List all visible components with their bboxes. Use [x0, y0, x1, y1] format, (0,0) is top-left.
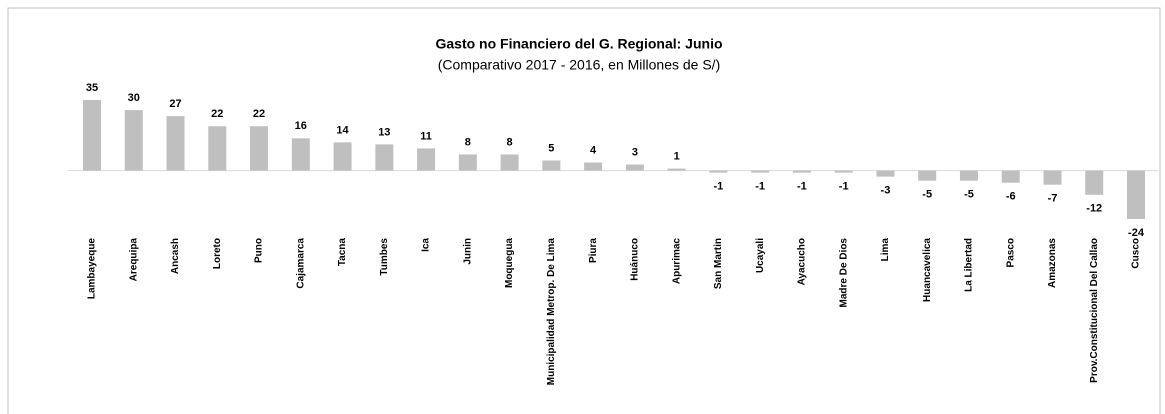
bar [208, 126, 227, 171]
value-label: 13 [378, 126, 390, 138]
x-tick-label: Pasco [1005, 238, 1016, 267]
value-label: -6 [1006, 191, 1016, 203]
x-tick-label: Lambayeque [87, 238, 98, 300]
value-label: -1 [755, 181, 765, 193]
bar [291, 138, 310, 171]
value-label: 3 [632, 146, 638, 158]
bar [918, 170, 937, 181]
value-label: 30 [128, 92, 140, 104]
value-label: 4 [590, 144, 597, 156]
chart-subtitle: (Comparativo 2017 - 2016, en Millones de… [438, 57, 720, 73]
x-tick-label: Ayacucho [797, 238, 808, 285]
value-label: -5 [964, 189, 974, 201]
value-label: 8 [465, 136, 471, 148]
x-tick-label: Arequipa [128, 238, 139, 282]
x-tick-label: Lima [880, 238, 891, 262]
bar [1001, 170, 1020, 183]
x-tick-label: Ucayali [755, 238, 766, 273]
bar [876, 170, 895, 177]
x-tick-label: La Libertad [964, 238, 975, 292]
x-tick-label: Piura [588, 238, 599, 263]
x-tick-label: Huancavelica [922, 238, 933, 302]
value-label: 16 [295, 120, 307, 132]
x-tick-label: Moquegua [504, 238, 515, 288]
bar [250, 126, 269, 171]
value-label: -7 [1048, 193, 1058, 205]
x-tick-label: Ica [421, 238, 432, 252]
bar [458, 154, 477, 171]
value-label: 22 [253, 108, 265, 120]
x-tick-label: Huánuco [630, 238, 641, 281]
value-label: 22 [211, 108, 223, 120]
bar [542, 160, 561, 171]
bar [792, 170, 811, 173]
bar [1127, 170, 1145, 219]
chart-border [7, 7, 1161, 414]
bar [83, 100, 101, 171]
value-label: -12 [1086, 203, 1102, 215]
bar [417, 148, 436, 171]
x-tick-label: San Martin [713, 238, 724, 289]
bar [124, 110, 143, 171]
bar [500, 154, 519, 171]
bar [1043, 170, 1062, 185]
bar [166, 116, 185, 171]
x-tick-label: Ancash [170, 238, 181, 274]
bar [625, 164, 644, 171]
value-label: 8 [507, 136, 513, 148]
value-label: -3 [881, 185, 891, 197]
x-tick-label: Municipalidad Metrop. De Lima [546, 238, 557, 386]
value-label: -1 [797, 181, 807, 193]
value-label: -24 [1128, 227, 1145, 239]
x-tick-label: Prov.Constitucional Del Callao [1089, 238, 1100, 383]
value-label: 14 [336, 124, 349, 136]
x-tick-label: Tumbes [379, 238, 390, 276]
value-label: -1 [839, 181, 849, 193]
bar [333, 142, 352, 171]
value-label: 11 [420, 130, 432, 142]
bar [709, 170, 728, 173]
bar [375, 144, 394, 171]
x-tick-label: Apurimac [671, 238, 682, 285]
bar [751, 170, 770, 173]
x-tick-label: Loreto [212, 238, 223, 269]
value-label: -5 [922, 189, 932, 201]
value-label: 5 [548, 142, 554, 154]
bar [834, 170, 853, 173]
bar [584, 162, 603, 171]
chart-title: Gasto no Financiero del G. Regional: Jun… [435, 36, 722, 52]
x-tick-label: Junin [462, 238, 473, 265]
x-tick-label: Amazonas [1047, 238, 1058, 288]
value-label: -1 [714, 181, 724, 193]
bar [959, 170, 978, 181]
x-tick-label: Puno [254, 238, 265, 263]
bar [667, 168, 686, 171]
value-label: 35 [86, 82, 98, 94]
x-tick-label: Cusco [1131, 238, 1142, 269]
x-tick-label: Madre De Dios [838, 238, 849, 308]
x-tick-label: Tacna [337, 238, 348, 267]
value-label: 27 [169, 98, 181, 110]
value-label: 1 [674, 150, 680, 162]
x-tick-label: Cajamarca [295, 238, 306, 289]
bar [1085, 170, 1104, 195]
